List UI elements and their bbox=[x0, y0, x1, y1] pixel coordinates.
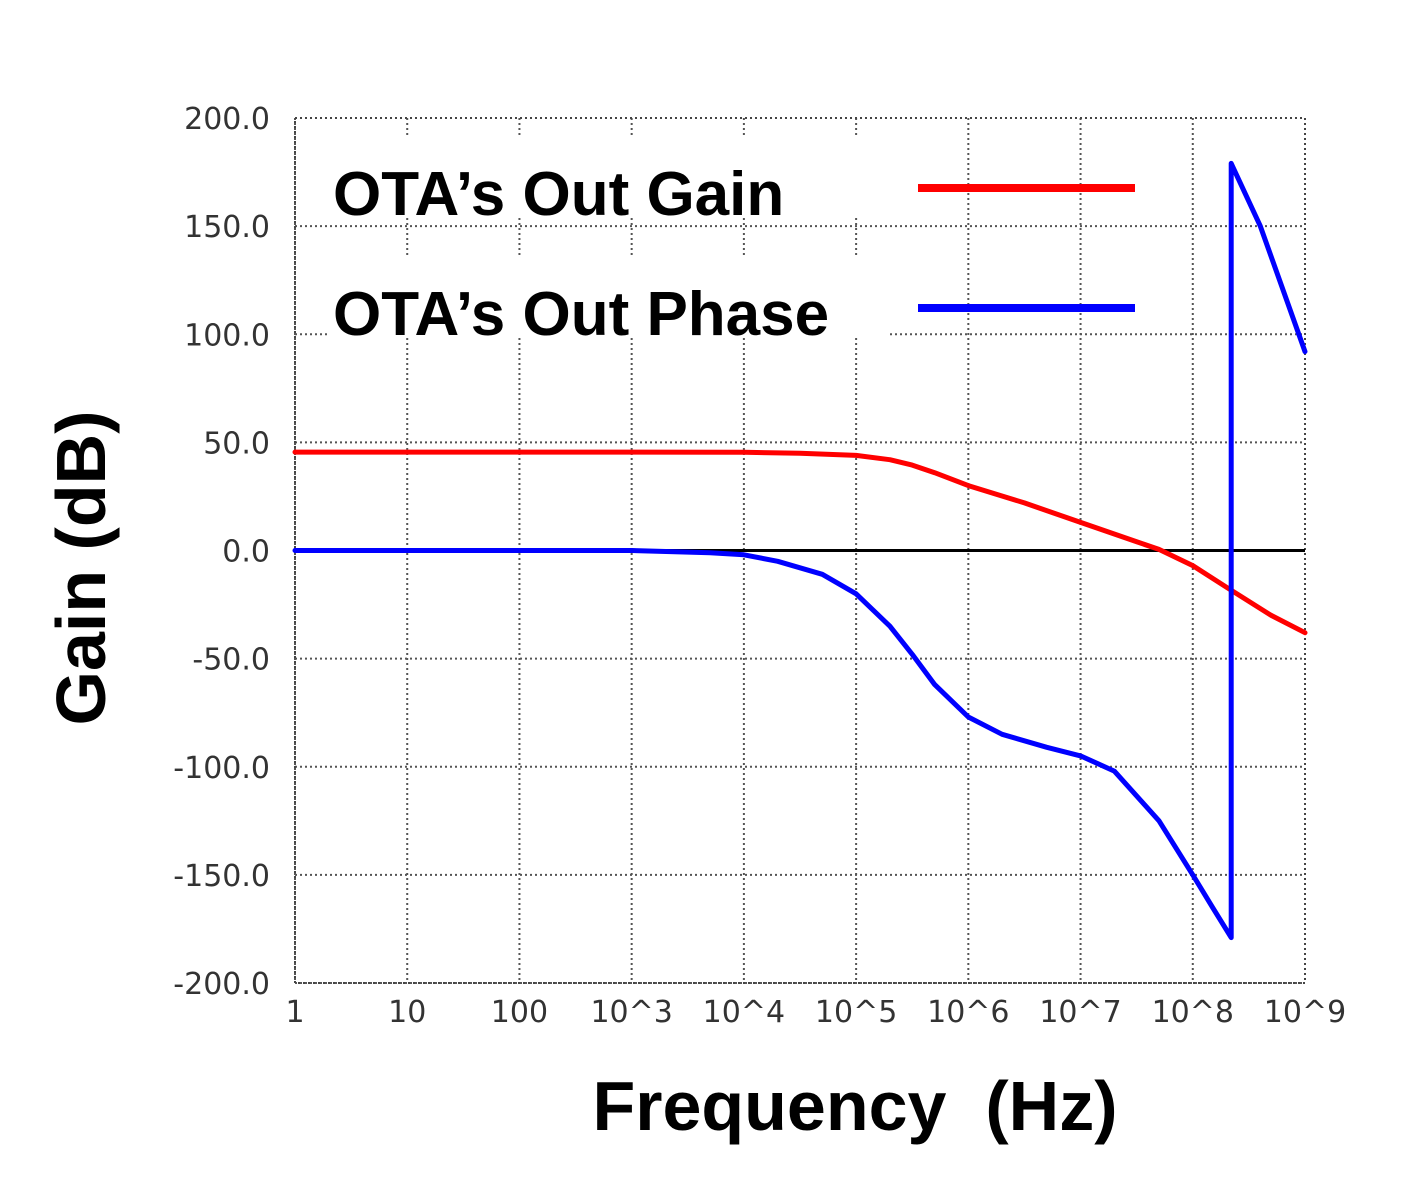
series-lines bbox=[292, 160, 1308, 941]
x-axis-ticks: 1 10 100 10^3 10^4 10^5 10^6 10^7 10^8 10^9 bbox=[285, 995, 1346, 1030]
legend-label: OTA’s Out Phase bbox=[333, 280, 829, 349]
y-tick-label: 0.0 bbox=[222, 535, 270, 570]
x-tick-label: 100 bbox=[491, 995, 548, 1030]
x-tick-label: 10^8 bbox=[1152, 995, 1234, 1030]
y-tick-label: -50.0 bbox=[192, 643, 270, 678]
y-tick-label: -100.0 bbox=[173, 751, 270, 786]
x-tick-label: 10^5 bbox=[815, 995, 897, 1030]
x-tick-label: 10^6 bbox=[927, 995, 1009, 1030]
legend: OTA’s Out Gain OTA’s Out Phase bbox=[330, 137, 1135, 349]
y-axis-ticks: 200.0 150.0 100.0 50.0 0.0 -50.0 -100.0 -150.0 -… bbox=[173, 102, 270, 1002]
y-tick-label: 50.0 bbox=[203, 426, 270, 461]
x-tick-label: 10^4 bbox=[703, 995, 785, 1030]
x-tick-label: 10 bbox=[388, 995, 426, 1030]
y-axis-title: Gain (dB) bbox=[42, 411, 120, 726]
x-tick-label: 10^9 bbox=[1264, 995, 1346, 1030]
legend-label-backdrop bbox=[330, 257, 890, 337]
x-tick-label: 10^7 bbox=[1039, 995, 1121, 1030]
x-tick-label: 10^3 bbox=[590, 995, 672, 1030]
y-tick-label: 200.0 bbox=[184, 102, 270, 137]
y-tick-label: 150.0 bbox=[184, 210, 270, 245]
legend-label-backdrop bbox=[330, 137, 890, 217]
y-tick-label: -150.0 bbox=[173, 859, 270, 894]
x-tick-label: 1 bbox=[285, 995, 304, 1030]
series-line-1 bbox=[292, 449, 1308, 636]
plot-frame bbox=[294, 117, 1306, 984]
x-axis-title: Frequency (Hz) bbox=[592, 1067, 1117, 1145]
series-line-2 bbox=[292, 160, 1308, 941]
legend-label: OTA’s Out Gain bbox=[333, 160, 784, 229]
y-tick-label: 100.0 bbox=[184, 318, 270, 353]
y-tick-label: -200.0 bbox=[173, 967, 270, 1002]
